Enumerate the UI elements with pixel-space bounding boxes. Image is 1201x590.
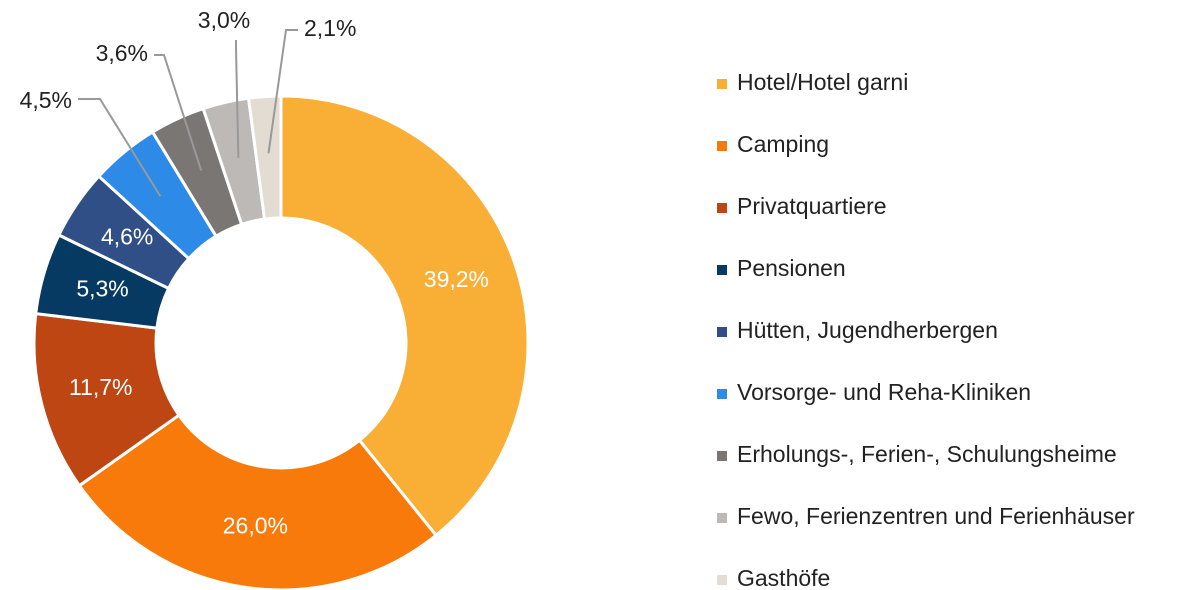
legend-label: Privatquartiere	[737, 193, 887, 219]
data-label: 11,7%	[69, 374, 133, 400]
legend-swatch	[717, 327, 727, 337]
data-label: 4,5%	[20, 87, 72, 113]
leader-line	[78, 98, 162, 197]
slice	[77, 413, 439, 590]
legend-label: Vorsorge- und Reha-Kliniken	[737, 379, 1031, 405]
legend-swatch	[717, 79, 727, 89]
leader-line	[235, 40, 240, 158]
legend-label: Fewo, Ferienzentren und Ferienhäuser	[737, 503, 1135, 529]
data-label: 39,2%	[424, 266, 489, 292]
legend-label: Hotel/Hotel garni	[737, 69, 908, 95]
legend-swatch	[717, 451, 727, 461]
slice	[279, 94, 530, 538]
data-label: 5,3%	[76, 276, 128, 302]
legend-label: Pensionen	[737, 255, 846, 281]
legend-label: Hütten, Jugendherbergen	[737, 317, 998, 343]
legend-label: Gasthöfe	[737, 565, 830, 590]
legend-swatch	[717, 203, 727, 213]
data-label: 3,6%	[96, 40, 148, 66]
data-label: 26,0%	[223, 512, 288, 538]
legend-label: Erholungs-, Ferien-, Schulungsheime	[737, 441, 1117, 467]
legend-swatch	[717, 389, 727, 399]
legend-swatch	[717, 265, 727, 275]
legend-swatch	[717, 513, 727, 523]
leader-line	[154, 54, 203, 171]
data-label: 3,0%	[198, 7, 250, 33]
data-label: 2,1%	[304, 15, 356, 41]
data-label: 4,6%	[101, 224, 153, 250]
legend-swatch	[717, 141, 727, 151]
legend-label: Camping	[737, 131, 829, 157]
leader-line	[267, 29, 298, 154]
legend-swatch	[717, 575, 727, 585]
